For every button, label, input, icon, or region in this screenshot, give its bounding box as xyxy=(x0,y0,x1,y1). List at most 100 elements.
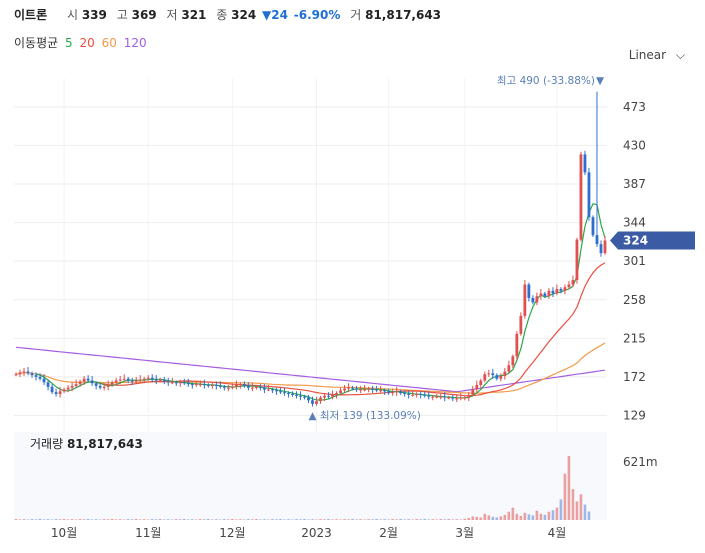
candle-body xyxy=(515,333,519,357)
candle-body xyxy=(194,384,198,386)
candle-body xyxy=(535,296,539,303)
volume-bar xyxy=(535,510,539,520)
candle-body xyxy=(174,382,178,384)
candle-body xyxy=(126,378,130,381)
volume-bar xyxy=(86,518,90,520)
candle-body xyxy=(198,384,202,386)
candle-body xyxy=(178,382,182,384)
volume-bar xyxy=(247,519,250,520)
volume-bar xyxy=(90,519,94,520)
ma-120-line xyxy=(15,346,606,393)
volume-bar xyxy=(511,507,515,520)
ma-60[interactable]: 60 xyxy=(101,36,117,50)
candle-body xyxy=(58,391,62,394)
ma-5[interactable]: 5 xyxy=(65,36,73,50)
volume-label: 거 xyxy=(350,8,362,22)
candle-body xyxy=(539,293,543,297)
volume-bar xyxy=(178,519,182,520)
volume-bar xyxy=(166,519,170,520)
candle-body xyxy=(46,382,50,387)
volume-bar xyxy=(355,519,358,520)
volume-bar xyxy=(279,518,282,520)
candle-body xyxy=(519,315,523,334)
candle-body xyxy=(259,386,262,388)
volume-bar xyxy=(503,514,507,520)
volume-bar xyxy=(339,519,342,520)
candle-body xyxy=(523,284,527,316)
candle-body xyxy=(335,393,338,395)
candle-body xyxy=(214,385,218,387)
volume-bar xyxy=(142,519,146,520)
volume-title: 거래량 81,817,643 xyxy=(30,437,143,451)
volume-bar xyxy=(154,519,158,520)
volume-bar xyxy=(363,519,366,520)
candle-body xyxy=(238,384,242,386)
ma-20[interactable]: 20 xyxy=(79,36,95,50)
volume-bar xyxy=(447,518,451,520)
volume-bar xyxy=(134,518,138,520)
x-tick-label: 4월 xyxy=(548,526,567,540)
volume-bar xyxy=(379,519,382,520)
volume-bar xyxy=(543,514,547,520)
y-tick-label: 129 xyxy=(623,409,646,423)
scale-mode: Linear xyxy=(628,48,667,62)
candle-body xyxy=(479,380,483,386)
volume-bar xyxy=(327,518,330,520)
volume-bar xyxy=(235,519,238,520)
candle-body xyxy=(246,385,250,388)
candle-body xyxy=(279,391,282,393)
volume-bar xyxy=(215,519,218,520)
volume-bar xyxy=(38,518,42,520)
volume-bar xyxy=(251,519,254,520)
candle-body xyxy=(134,380,138,382)
volume-title-value: 81,817,643 xyxy=(67,437,143,451)
volume-bar xyxy=(158,518,162,520)
candle-body xyxy=(106,385,110,387)
volume-bar xyxy=(227,519,230,520)
volume-bar xyxy=(455,519,459,520)
candle-body xyxy=(367,388,370,390)
ma-5-line xyxy=(35,203,606,401)
candle-body xyxy=(50,386,54,393)
candle-body xyxy=(363,389,366,391)
candle-body xyxy=(138,379,142,381)
candle-body xyxy=(343,388,346,391)
close-label: 종 xyxy=(216,8,228,22)
volume-bar xyxy=(331,519,334,520)
volume-value: 81,817,643 xyxy=(365,8,442,22)
volume-bar xyxy=(423,518,426,520)
volume-background xyxy=(14,432,607,520)
y-tick-label: 430 xyxy=(623,138,646,152)
moving-average-legend: 이동평균 5 20 60 120 xyxy=(14,34,147,51)
volume-bar xyxy=(174,519,178,520)
candle-body xyxy=(38,376,42,379)
volume-bar xyxy=(487,515,491,520)
volume-bar xyxy=(122,519,126,520)
volume-bar xyxy=(539,513,543,520)
volume-bar xyxy=(383,519,386,520)
candle-body xyxy=(583,154,587,173)
candle-body xyxy=(242,384,246,386)
y-tick-label: 172 xyxy=(623,370,646,384)
volume-bar xyxy=(319,519,322,520)
volume-bar xyxy=(443,519,447,520)
volume-bar xyxy=(207,518,210,520)
candle-body xyxy=(551,290,555,294)
candle-body xyxy=(575,239,579,281)
candle-body xyxy=(531,297,535,303)
volume-bar xyxy=(491,516,495,520)
x-tick-label: 10월 xyxy=(51,526,77,540)
volume-bar xyxy=(551,510,555,520)
candle-body xyxy=(527,284,531,298)
volume-bar xyxy=(311,519,314,520)
down-triangle-icon: ▼ xyxy=(596,75,605,87)
candle-body xyxy=(359,389,362,391)
candle-body xyxy=(499,376,503,379)
candle-body xyxy=(275,390,278,392)
scale-dropdown[interactable]: Linear ⌵ xyxy=(629,48,685,63)
volume-bar xyxy=(170,519,174,520)
ma-120[interactable]: 120 xyxy=(123,36,147,50)
volume-bar xyxy=(375,518,378,520)
volume-bar xyxy=(110,518,114,520)
